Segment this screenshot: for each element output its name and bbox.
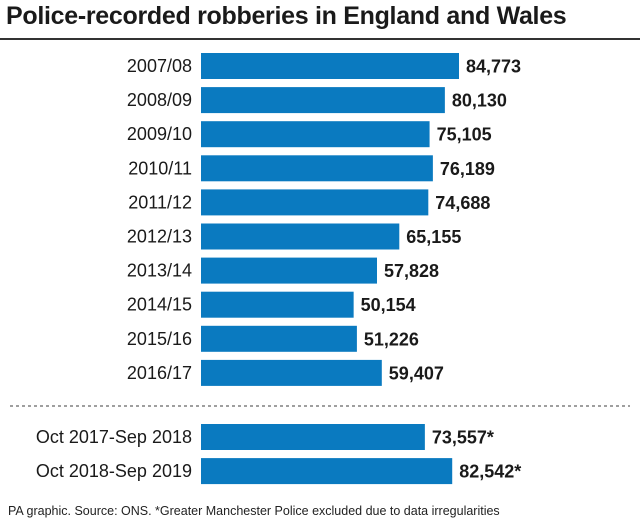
bar xyxy=(201,424,425,450)
value-label: 82,542* xyxy=(459,462,521,482)
category-label: 2015/16 xyxy=(127,329,192,349)
bar xyxy=(201,291,354,318)
value-label: 80,130 xyxy=(452,91,507,111)
value-label: 50,154 xyxy=(361,295,416,315)
category-label: 2008/09 xyxy=(127,90,192,110)
bar-chart: 2007/08 84,773 2008/09 80,130 2009/10 75,105 2… xyxy=(10,53,630,485)
chart-title: Police-recorded robberies in England and… xyxy=(6,2,567,30)
value-label: 74,688 xyxy=(435,193,490,213)
category-label: 2013/14 xyxy=(127,261,192,281)
category-label: 2010/11 xyxy=(128,158,192,178)
title-rule xyxy=(0,38,640,40)
bar xyxy=(201,53,459,79)
category-label: 2012/13 xyxy=(127,227,192,247)
bar xyxy=(201,189,429,216)
value-label: 65,155 xyxy=(406,227,461,247)
bar xyxy=(201,155,433,182)
category-label: Oct 2018-Sep 2019 xyxy=(36,461,192,481)
category-label: 2007/08 xyxy=(127,56,192,76)
value-label: 73,557* xyxy=(432,428,494,448)
value-label: 84,773 xyxy=(466,57,521,77)
bar xyxy=(201,359,382,386)
bar xyxy=(201,458,453,485)
value-label: 75,105 xyxy=(437,125,492,145)
value-label: 59,407 xyxy=(389,363,444,383)
bar xyxy=(201,257,377,284)
value-label: 51,226 xyxy=(364,329,419,349)
category-label: 2014/15 xyxy=(127,295,192,315)
category-label: 2016/17 xyxy=(127,363,192,383)
bar xyxy=(201,121,430,148)
bar xyxy=(201,325,357,352)
bar xyxy=(201,87,445,114)
category-label: Oct 2017-Sep 2018 xyxy=(36,427,192,447)
value-label: 76,189 xyxy=(440,159,495,179)
bar xyxy=(201,223,400,250)
source-note: PA graphic. Source: ONS. *Greater Manche… xyxy=(8,504,500,518)
category-label: 2009/10 xyxy=(127,124,192,144)
value-label: 57,828 xyxy=(384,261,439,281)
category-label: 2011/12 xyxy=(128,192,192,212)
